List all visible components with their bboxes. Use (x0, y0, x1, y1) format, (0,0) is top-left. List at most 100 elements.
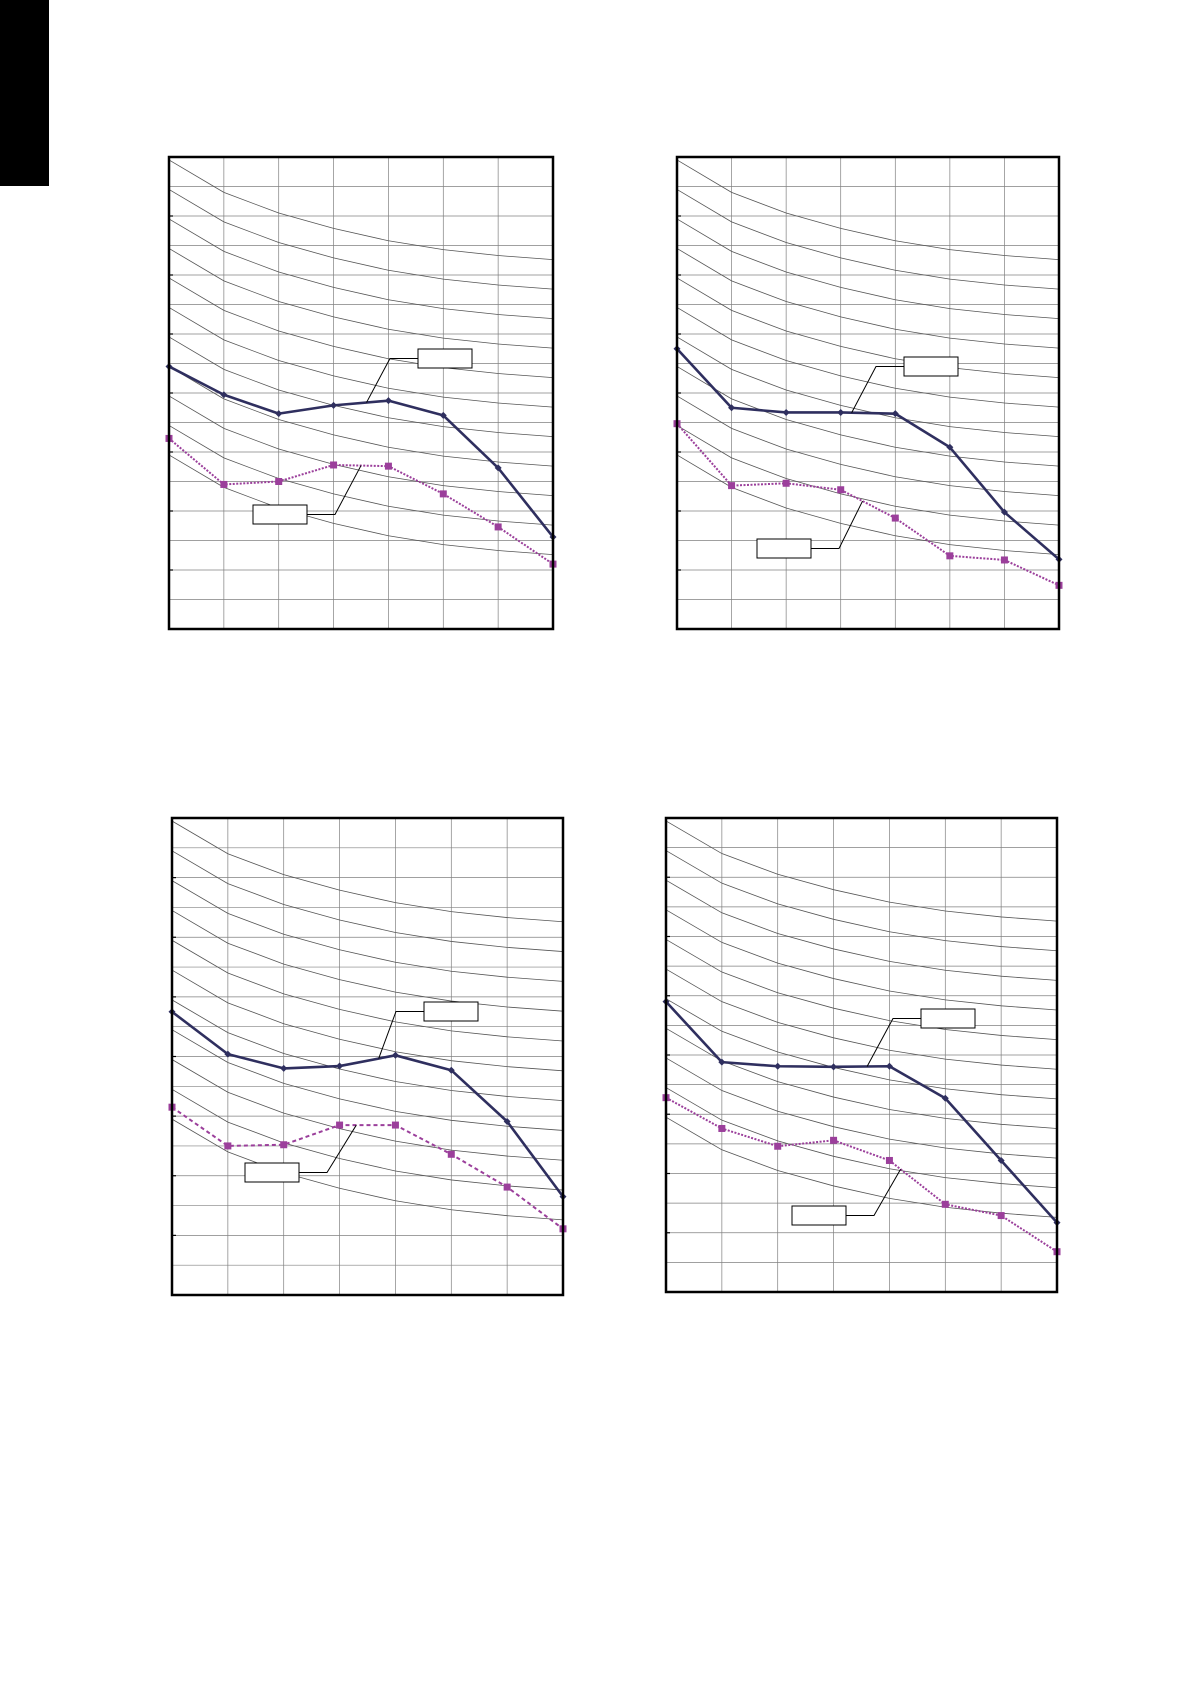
nc-curve (169, 277, 553, 379)
nc-curves (666, 820, 1057, 1218)
series-point-square (224, 1142, 232, 1150)
series-point-diamond (439, 411, 447, 419)
nc-curve (677, 159, 1059, 261)
series-line-2 (665, 1096, 1058, 1253)
series-point-square (1000, 556, 1008, 564)
callout-label-box (903, 356, 959, 377)
nc-curve (169, 454, 553, 556)
nc-curve (169, 248, 553, 349)
series-line-1 (676, 347, 1060, 561)
callout-leader (366, 358, 418, 403)
nc-curves (677, 159, 1059, 556)
nc-curve (169, 336, 553, 438)
nc-curve (169, 218, 553, 320)
callout-label-box (252, 504, 308, 525)
nc-curve (677, 366, 1059, 467)
series-line-2 (168, 437, 554, 565)
series-point-square (774, 1142, 782, 1150)
series-point-diamond (275, 410, 283, 418)
nc-curve (677, 395, 1059, 497)
nc-curves (169, 159, 553, 556)
series-point-diamond (224, 1050, 232, 1058)
nc-curve (172, 939, 563, 1042)
series-point-square (503, 1183, 511, 1191)
nc-curve (169, 189, 553, 290)
series-point-diamond (718, 1058, 726, 1066)
callout-leader (299, 1124, 357, 1173)
nc-curve (677, 425, 1059, 526)
callout-label-box (244, 1162, 300, 1183)
nc-curve (666, 1027, 1057, 1129)
series-point-square (837, 486, 845, 494)
nc-curve (677, 307, 1059, 408)
callout-leader (866, 1018, 921, 1067)
series-point-square (220, 480, 228, 488)
nc-curve (666, 939, 1057, 1040)
series-line-2 (676, 423, 1060, 587)
chart-panel-4 (662, 816, 1061, 1294)
nc-curve (677, 248, 1059, 349)
nc-curve (169, 159, 553, 261)
series-point-diamond (728, 404, 736, 412)
callout-label-box (423, 1001, 479, 1022)
series-point-square (946, 552, 954, 560)
series-line-1 (168, 365, 555, 538)
callout-label-box (920, 1008, 976, 1029)
series-line-1 (171, 1010, 565, 1198)
nc-curve (172, 880, 563, 982)
nc-curve (666, 1116, 1057, 1218)
series-point-square (782, 479, 790, 487)
callout-leader (307, 465, 362, 515)
nc-curves (172, 820, 563, 1221)
nc-curve (666, 850, 1057, 952)
series-point-diamond (941, 1094, 949, 1102)
nc-curve (172, 999, 563, 1102)
callout-leader (811, 500, 863, 549)
chart-frame (170, 816, 565, 1297)
nc-curve (169, 366, 553, 467)
nc-curve (666, 998, 1057, 1100)
nc-curve (666, 909, 1057, 1011)
series-point-diamond (1000, 508, 1008, 516)
nc-curve (677, 189, 1059, 290)
callout-leader (378, 1011, 424, 1059)
nc-curve (666, 879, 1057, 981)
series-line-2 (171, 1106, 564, 1230)
chart-frame (167, 155, 555, 631)
series-point-diamond (447, 1066, 455, 1074)
nc-curve (169, 425, 553, 526)
series-point-diamond (330, 401, 338, 409)
nc-curve (677, 336, 1059, 438)
series-point-square (885, 1156, 893, 1164)
nc-curve (172, 820, 563, 923)
series-point-square (830, 1136, 838, 1144)
chart-frame (664, 816, 1059, 1294)
series-point-diamond (830, 1063, 838, 1071)
chart-panel-2 (673, 155, 1063, 631)
nc-curve (169, 307, 553, 408)
callout-label-box (791, 1205, 847, 1226)
nc-curve (172, 910, 563, 1012)
nc-curve (172, 969, 563, 1072)
series-point-square (728, 482, 736, 490)
series-point-diamond (391, 1051, 399, 1059)
series-point-diamond (220, 391, 228, 399)
nc-curve (666, 820, 1057, 922)
chart-panel-3 (168, 816, 567, 1297)
nc-curve (172, 1088, 563, 1191)
nc-curve (677, 218, 1059, 320)
series-point-diamond (891, 410, 899, 418)
series-point-square (391, 1121, 399, 1129)
series-point-diamond (336, 1062, 344, 1070)
nc-curve (666, 1057, 1057, 1159)
series-point-diamond (885, 1062, 893, 1070)
series-point-square (891, 514, 899, 522)
nc-curve (172, 1059, 563, 1161)
series-point-square (275, 478, 283, 485)
series-point-diamond (774, 1062, 782, 1070)
nc-curve (172, 850, 563, 952)
series-point-square (336, 1121, 344, 1129)
nc-curve (677, 454, 1059, 556)
